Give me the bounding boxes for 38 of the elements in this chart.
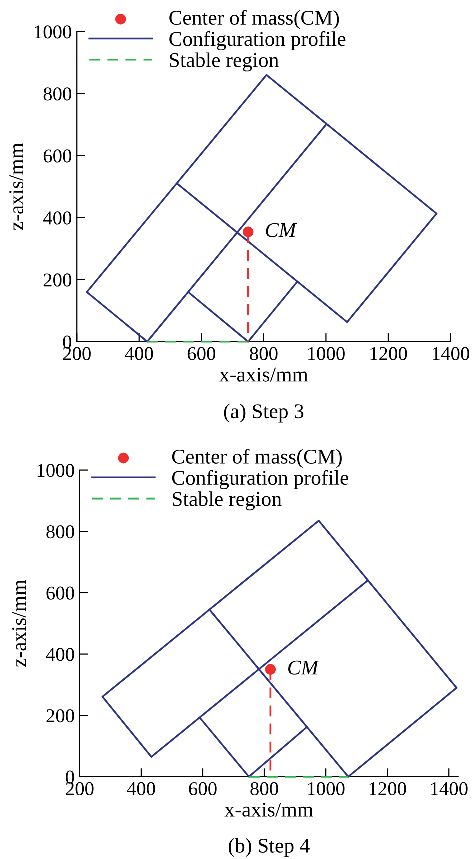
y-tick-label: 200 bbox=[46, 709, 74, 723]
y-axis-title: z-axis/mm bbox=[12, 580, 26, 668]
y-tick-label: 1000 bbox=[35, 26, 72, 39]
x-tick-label: 1400 bbox=[433, 347, 470, 360]
legend-label: Center of mass(CM) bbox=[172, 449, 342, 468]
legend-label: Configuration profile bbox=[172, 470, 349, 490]
text: (b) Step 4 bbox=[228, 838, 310, 858]
legend-label: Stable region bbox=[172, 492, 282, 511]
y-tick-label: 400 bbox=[43, 212, 72, 225]
x-tick-label: 1000 bbox=[308, 782, 345, 796]
x-tick-label: 800 bbox=[250, 347, 278, 360]
y-tick-label: 0 bbox=[63, 336, 72, 349]
x-tick-label: 800 bbox=[250, 782, 278, 796]
x-tick-label: 1400 bbox=[431, 782, 468, 796]
y-axis-title: z-axis/mm bbox=[10, 143, 24, 230]
x-tick-label: 600 bbox=[188, 347, 216, 360]
legend-label: Center of mass(CM) bbox=[170, 10, 340, 30]
x-tick-label: 1200 bbox=[370, 347, 408, 360]
y-tick-label: 1000 bbox=[38, 464, 74, 478]
annotation: CM bbox=[288, 660, 320, 675]
x-tick-label: 1200 bbox=[370, 782, 406, 796]
y-tick-label: 600 bbox=[46, 586, 74, 600]
legend-label: Configuration profile bbox=[170, 31, 346, 51]
x-tick-label: 1000 bbox=[308, 347, 345, 360]
y-tick-label: 800 bbox=[44, 88, 72, 101]
y-tick-label: 800 bbox=[46, 525, 74, 539]
text: (a) Step 3 bbox=[224, 404, 304, 423]
x-tick-label: 600 bbox=[189, 782, 217, 796]
y-tick-label: 200 bbox=[44, 274, 72, 287]
y-tick-label: 0 bbox=[66, 770, 74, 784]
x-tick-label: 400 bbox=[127, 782, 156, 796]
annotation: CM bbox=[266, 223, 298, 238]
legend-label: Stable region bbox=[170, 52, 279, 72]
y-tick-label: 600 bbox=[44, 150, 72, 163]
x-axis-title: x-axis/mm bbox=[224, 802, 314, 817]
y-tick-label: 400 bbox=[46, 648, 74, 662]
x-axis-title: x-axis/mm bbox=[220, 368, 308, 382]
x-tick-label: 400 bbox=[125, 347, 154, 360]
